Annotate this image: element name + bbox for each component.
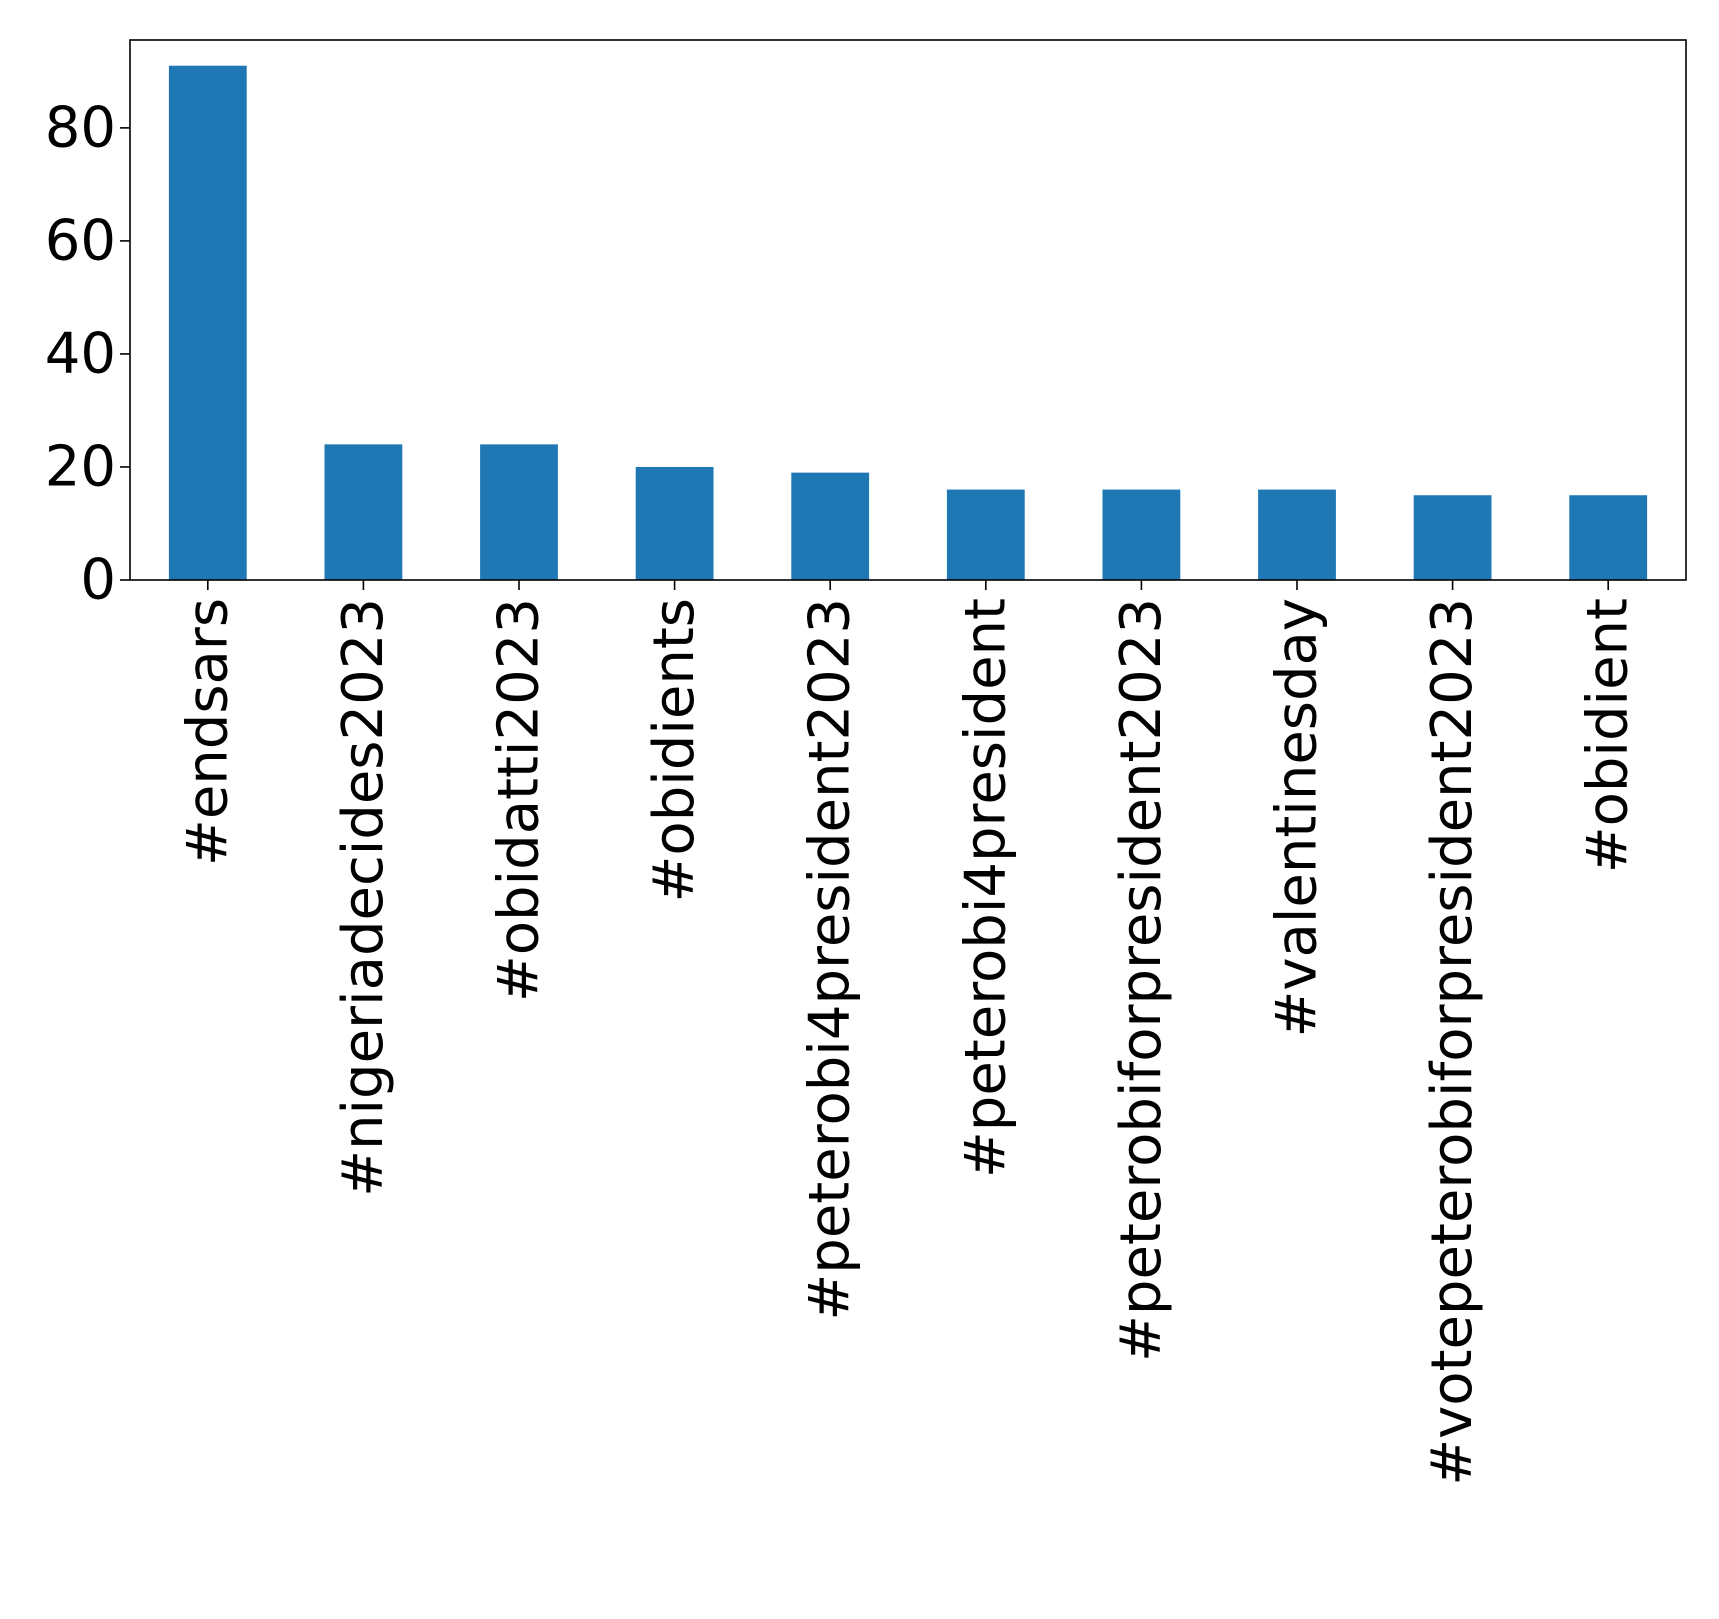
bar-9 <box>1569 495 1648 580</box>
x-tick-label-8: #votepeterobiforpresident2023 <box>1420 598 1485 1486</box>
bar-3 <box>635 466 714 580</box>
x-tick-label-7: #valentinesday <box>1265 598 1330 1038</box>
x-tick-label-5: #peterobi4president <box>953 598 1018 1178</box>
x-tick-label-0: #endsars <box>175 598 240 866</box>
bar-8 <box>1413 495 1492 580</box>
bar-5 <box>946 489 1025 580</box>
y-tick-label-4: 80 <box>45 95 116 160</box>
bars-layer <box>168 65 1648 580</box>
bar-4 <box>791 472 870 580</box>
x-tick-label-1: #nigeriadecides2023 <box>331 598 396 1197</box>
bar-7 <box>1258 489 1336 580</box>
x-tick-label-2: #obidatti2023 <box>487 598 552 1002</box>
ticks-layer <box>120 127 1609 590</box>
bar-2 <box>480 444 558 580</box>
labels-layer: 0 20 40 60 80 #endsars #nigeriadecides2023 #obi… <box>45 95 1641 1485</box>
bar-0 <box>168 65 247 580</box>
y-tick-label-3: 60 <box>45 208 116 273</box>
bar-6 <box>1102 489 1181 580</box>
y-tick-label-0: 0 <box>80 548 116 613</box>
y-tick-label-2: 40 <box>45 321 116 386</box>
x-tick-label-3: #obidients <box>642 598 707 902</box>
plot-area-frame <box>129 39 1687 581</box>
x-tick-label-6: #peterobiforpresident2023 <box>1109 598 1174 1362</box>
y-tick-label-1: 20 <box>45 434 116 499</box>
x-tick-label-4: #peterobi4president2023 <box>798 598 863 1321</box>
bar-1 <box>324 444 403 580</box>
x-tick-label-9: #obidient <box>1576 598 1641 873</box>
